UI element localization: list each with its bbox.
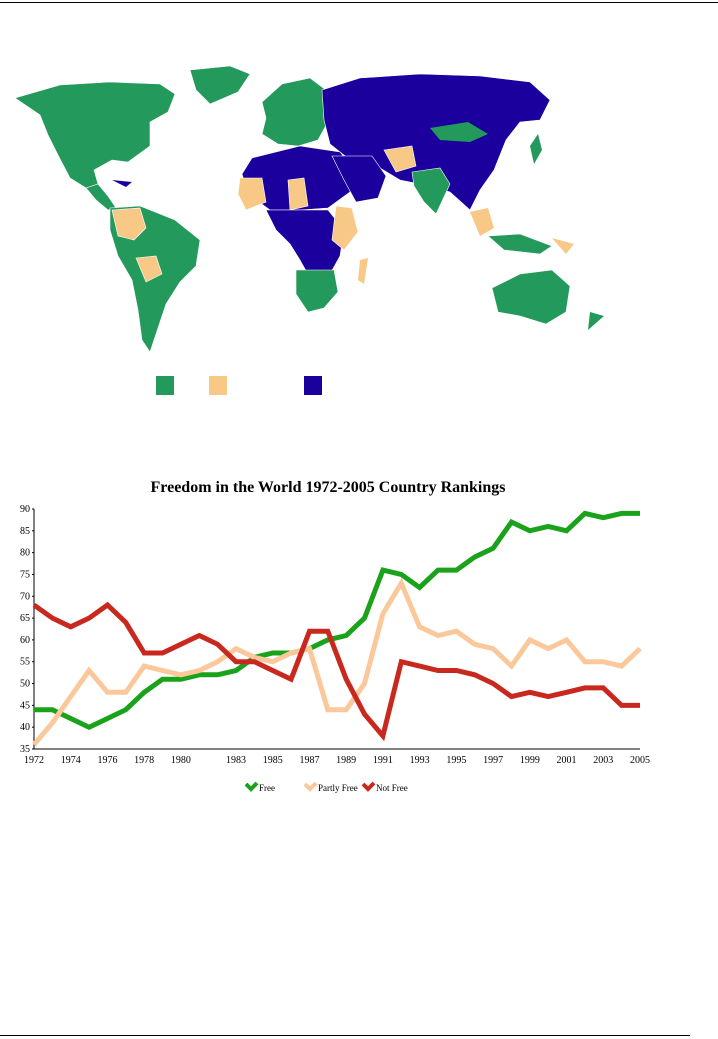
series-line-partly-free (32, 577, 642, 747)
legend-label: Partly Free (318, 783, 358, 793)
new-zealand-region (588, 312, 604, 330)
y-tick-label: 75 (20, 569, 30, 580)
freedom-rankings-chart: Freedom in the World 1972-2005 Country R… (20, 479, 650, 793)
north-america-region (14, 81, 176, 189)
cuba-region (112, 180, 132, 187)
chart-legend: Free Partly Free Not Free (244, 781, 408, 793)
x-tick-label: 1985 (263, 755, 283, 766)
sahel-partly-region (287, 177, 309, 211)
header-rule (0, 2, 718, 3)
x-tick-label: 1978 (134, 755, 154, 766)
y-tick-labels: 35 40 45 50 55 60 65 70 75 80 85 90 (20, 504, 34, 755)
y-tick-label: 80 (20, 548, 30, 559)
x-tick-label: 2001 (557, 755, 577, 766)
y-tick-label: 55 (20, 657, 30, 668)
australia-region (491, 269, 571, 325)
y-tick-label: 85 (20, 526, 30, 537)
y-tick-label: 35 (20, 744, 30, 755)
japan-region (530, 134, 542, 164)
india-region (411, 167, 451, 215)
footer-rule (0, 1035, 690, 1036)
madagascar-partly-region (358, 258, 368, 284)
x-tick-label: 2003 (593, 755, 613, 766)
bolivia-partly-region (135, 255, 163, 283)
y-tick-label: 65 (20, 613, 30, 624)
x-tick-label: 1993 (410, 755, 430, 766)
y-tick-label: 45 (20, 700, 30, 711)
legend-label: Free (259, 783, 275, 793)
series-line-free (34, 510, 640, 730)
andes-partly-region (111, 207, 147, 241)
y-tick-label: 50 (20, 679, 30, 690)
europe-region (261, 77, 331, 147)
se-asia-partly-region (470, 208, 494, 236)
map-legend-partly-free-swatch (209, 376, 227, 395)
central-america-region (85, 183, 117, 211)
y-tick-label: 60 (20, 635, 30, 646)
png-partly-region (552, 238, 574, 254)
x-tick-label: 1987 (299, 755, 319, 766)
south-america-region (109, 205, 201, 353)
x-tick-labels: 1972 1974 1976 1978 1980 1983 1985 1987 1989 1991… (24, 755, 650, 766)
legend-label: Not Free (376, 783, 408, 793)
x-tick-label: 1972 (24, 755, 44, 766)
east-africa-partly-region (331, 205, 359, 251)
x-tick-label: 1976 (97, 755, 117, 766)
x-tick-label: 1999 (520, 755, 540, 766)
map-legend-not-free-swatch (304, 376, 322, 395)
x-tick-label: 1983 (226, 755, 246, 766)
indonesia-region (487, 233, 553, 255)
central-asia-partly-region (383, 145, 417, 173)
x-tick-label: 1974 (61, 755, 81, 766)
x-tick-label: 1991 (373, 755, 393, 766)
y-tick-label: 90 (20, 504, 30, 515)
y-tick-label: 40 (20, 722, 30, 733)
southern-africa-region (295, 269, 339, 313)
x-tick-label: 1995 (446, 755, 466, 766)
greenland-region (189, 65, 251, 105)
middle-east-region (331, 155, 387, 203)
legend-marker-not-free (361, 781, 376, 792)
mongolia-region (430, 122, 488, 142)
x-tick-label: 2005 (630, 755, 650, 766)
legend-marker-free (244, 781, 259, 792)
y-tick-label: 70 (20, 591, 30, 602)
series-line-not-free (32, 601, 640, 742)
legend-marker-partly-free (303, 781, 318, 792)
chart-title: Freedom in the World 1972-2005 Country R… (151, 479, 506, 496)
world-freedom-map (14, 65, 604, 353)
west-africa-partly-region (237, 177, 267, 211)
x-tick-label: 1997 (483, 755, 503, 766)
map-legend-free-swatch (156, 376, 174, 395)
x-tick-label: 1989 (336, 755, 356, 766)
series-lines (32, 510, 642, 747)
x-tick-label: 1980 (171, 755, 191, 766)
central-africa-region (265, 209, 345, 279)
